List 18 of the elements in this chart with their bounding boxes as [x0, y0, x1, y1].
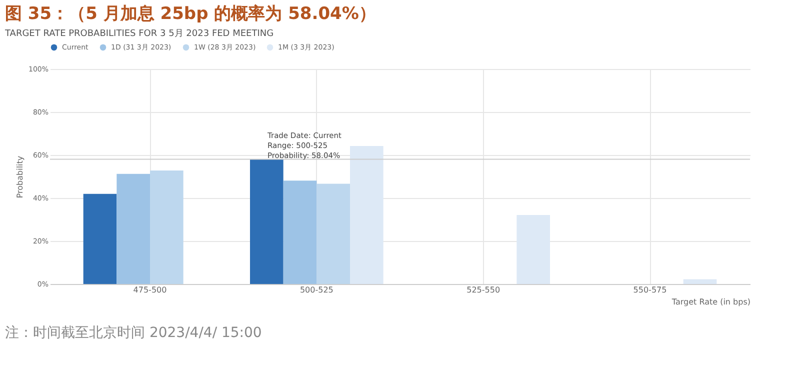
x-tick-label: 475-500: [133, 286, 167, 294]
x-axis-title: Target Rate (in bps): [670, 298, 750, 306]
x-tick-label: 525-550: [466, 286, 500, 294]
bar: [283, 180, 317, 284]
x-tick-label: 550-575: [633, 286, 667, 294]
bar: [350, 146, 384, 284]
x-tick-label: 500-525: [300, 286, 334, 294]
chart-title: 图 35：（5 月加息 25bp 的概率为 58.04%）: [5, 4, 376, 24]
text: 注：时间截至北京时间 2023/4/4/ 15:00: [5, 325, 262, 341]
bar: [116, 174, 150, 284]
bar: [250, 159, 284, 284]
bar: [316, 184, 350, 284]
bar: [83, 194, 117, 284]
bar: [683, 279, 717, 284]
chart-subtitle: TARGET RATE PROBABILITIES FOR 3 5月 2023 FED MEETING: [4, 29, 274, 39]
bar: [150, 170, 184, 284]
bar: [516, 214, 550, 284]
y-axis-title: Probability: [15, 156, 24, 198]
